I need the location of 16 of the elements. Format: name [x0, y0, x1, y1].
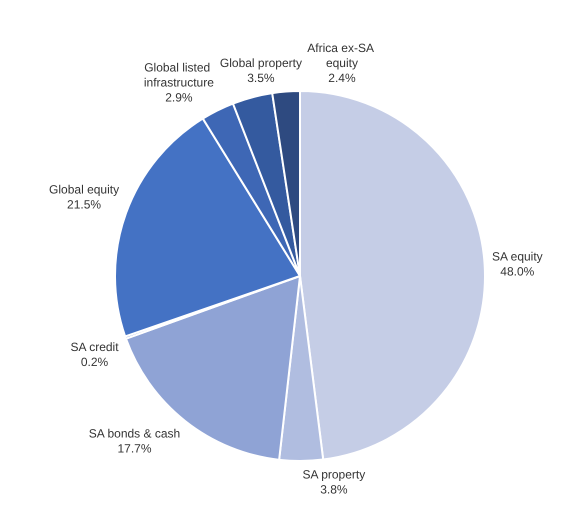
data-label: 3.8%: [320, 482, 348, 496]
data-label: 17.7%: [117, 441, 152, 456]
data-label: 3.5%: [247, 70, 275, 85]
slice-label: SA credit: [70, 340, 120, 354]
slice-label: Global property: [220, 56, 302, 70]
slice-label: SA property: [302, 467, 366, 482]
slice-label: SA bonds & cash: [88, 426, 180, 440]
slice-label: Africa ex-SA equity: [307, 41, 377, 70]
slice-label: SA equity: [492, 250, 543, 264]
slice-label: Global equity: [49, 182, 120, 196]
data-label: 21.5%: [67, 197, 102, 212]
data-label: 2.9%: [165, 90, 193, 105]
data-label: 0.2%: [80, 355, 109, 370]
data-label: 2.4%: [328, 71, 356, 86]
slice-label: Global listed infrastructure: [144, 60, 214, 90]
data-label: 48.0%: [500, 264, 535, 279]
